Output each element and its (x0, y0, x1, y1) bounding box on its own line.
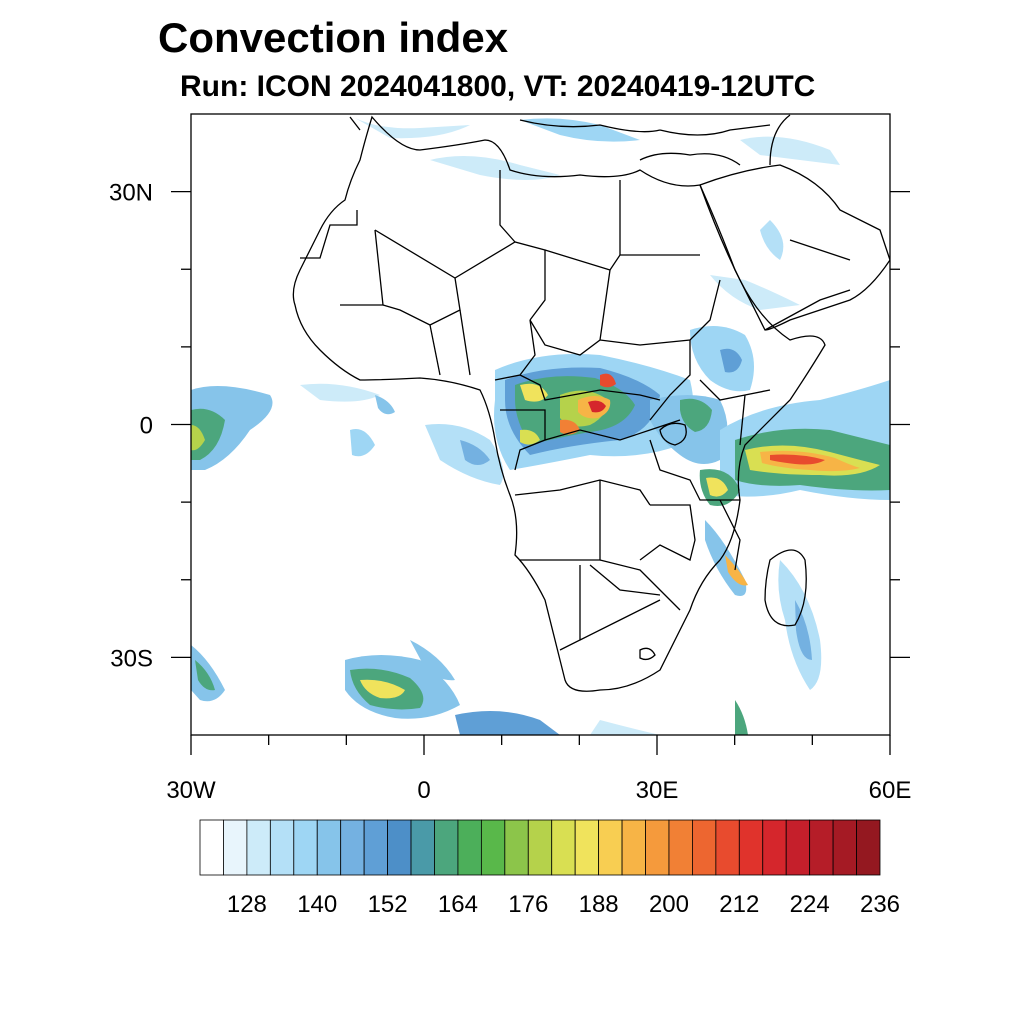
colorbar-label: 212 (719, 891, 759, 918)
colorbar-label: 236 (860, 891, 900, 918)
colorbar-swatch (621, 819, 646, 876)
x-tick-label: 30E (636, 777, 679, 804)
y-tick-label: 30S (110, 645, 153, 672)
colorbar-label: 188 (579, 891, 619, 918)
colorbar-swatch (527, 819, 553, 876)
colorbar-swatch (762, 819, 787, 876)
colorbar-label: 176 (508, 891, 548, 918)
map-subtitle: Run: ICON 2024041800, VT: 20240419-12UTC (180, 70, 816, 103)
x-tick-label: 0 (417, 777, 430, 804)
colorbar-swatch (692, 819, 717, 876)
colorbar-swatch (434, 819, 459, 876)
colorbar-swatch (668, 819, 693, 876)
colorbar-swatch (387, 819, 412, 876)
colorbar-swatch (856, 819, 881, 876)
colorbar-swatch (551, 819, 576, 876)
map-plot-area (191, 114, 890, 735)
map-title: Convection index (158, 14, 509, 61)
colorbar-label: 140 (297, 891, 337, 918)
colorbar: 128 140 152 164 176 188 200 212 224 236 (199, 819, 900, 918)
colorbar-swatch (199, 819, 224, 876)
colorbar-swatch (410, 819, 435, 876)
colorbar-label: 164 (438, 891, 478, 918)
colorbar-swatch (223, 819, 248, 876)
colorbar-swatch (832, 819, 857, 876)
colorbar-swatch (738, 819, 764, 876)
axis-tick-labels: 30N 0 30S 30W 0 30E 60E (109, 180, 911, 804)
x-tick-label: 60E (869, 777, 912, 804)
y-tick-label: 0 (140, 413, 153, 440)
colorbar-label: 224 (790, 891, 830, 918)
colorbar-swatch (316, 819, 342, 876)
colorbar-label: 152 (368, 891, 408, 918)
axis-ticks (171, 190, 910, 755)
colorbar-label: 200 (649, 891, 689, 918)
colorbar-swatch (457, 819, 482, 876)
x-tick-label: 30W (166, 777, 216, 804)
colorbar-swatch (293, 819, 318, 876)
colorbar-swatch (645, 819, 670, 876)
colorbar-label: 128 (227, 891, 267, 918)
y-tick-label: 30N (109, 180, 153, 207)
colorbar-swatch (504, 819, 529, 876)
colorbar-swatch (574, 819, 600, 876)
colorbar-swatch (785, 819, 811, 876)
colorbar-swatch (269, 819, 295, 876)
colorbar-swatch (480, 819, 506, 876)
colorbar-swatch (598, 819, 623, 876)
colorbar-swatch (363, 819, 388, 876)
colorbar-swatch (246, 819, 271, 876)
coastlines-borders (292, 114, 890, 692)
colorbar-swatch (715, 819, 740, 876)
colorbar-swatch (809, 819, 834, 876)
colorbar-swatch (340, 819, 365, 876)
